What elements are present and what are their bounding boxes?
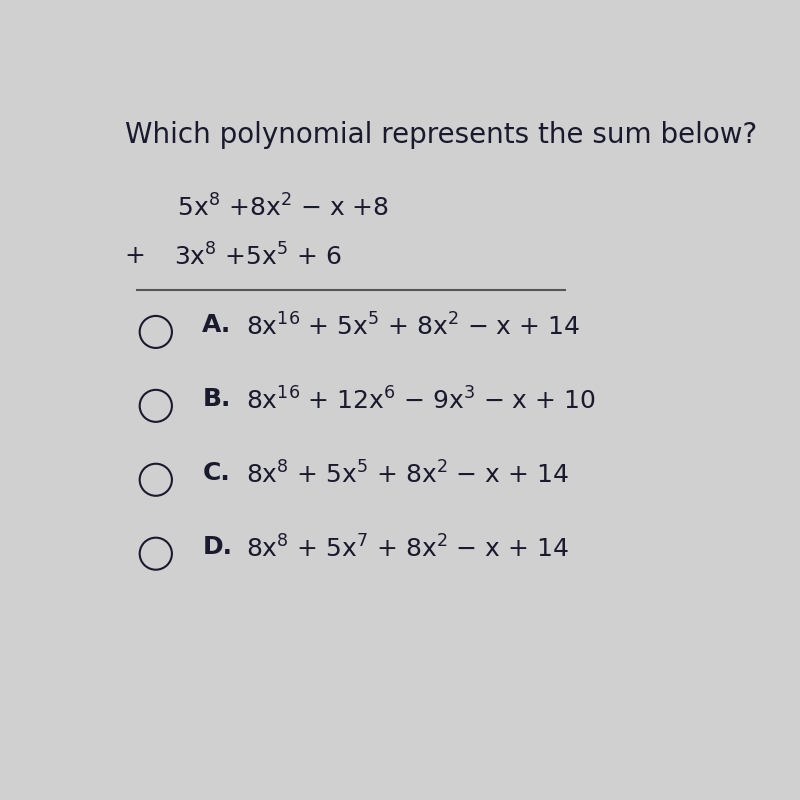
Text: C.: C.: [202, 462, 230, 486]
Text: Which polynomial represents the sum below?: Which polynomial represents the sum belo…: [125, 121, 757, 149]
Text: B.: B.: [202, 387, 230, 411]
Text: A.: A.: [202, 314, 231, 338]
Text: 8x$^{8}$ + 5x$^{5}$ + 8x$^{2}$ − x + 14: 8x$^{8}$ + 5x$^{5}$ + 8x$^{2}$ − x + 14: [246, 462, 569, 489]
Text: 3x$^{8}$ +5x$^{5}$ + 6: 3x$^{8}$ +5x$^{5}$ + 6: [174, 244, 342, 271]
Text: 8x$^{8}$ + 5x$^{7}$ + 8x$^{2}$ − x + 14: 8x$^{8}$ + 5x$^{7}$ + 8x$^{2}$ − x + 14: [246, 535, 569, 562]
Text: D.: D.: [202, 535, 232, 559]
Text: +: +: [125, 244, 146, 268]
Text: 5x$^{8}$ +8x$^{2}$ − x +8: 5x$^{8}$ +8x$^{2}$ − x +8: [162, 194, 389, 222]
Text: 8x$^{16}$ + 12x$^{6}$ − 9x$^{3}$ − x + 10: 8x$^{16}$ + 12x$^{6}$ − 9x$^{3}$ − x + 1…: [246, 387, 595, 414]
Text: 8x$^{16}$ + 5x$^{5}$ + 8x$^{2}$ − x + 14: 8x$^{16}$ + 5x$^{5}$ + 8x$^{2}$ − x + 14: [246, 314, 580, 341]
